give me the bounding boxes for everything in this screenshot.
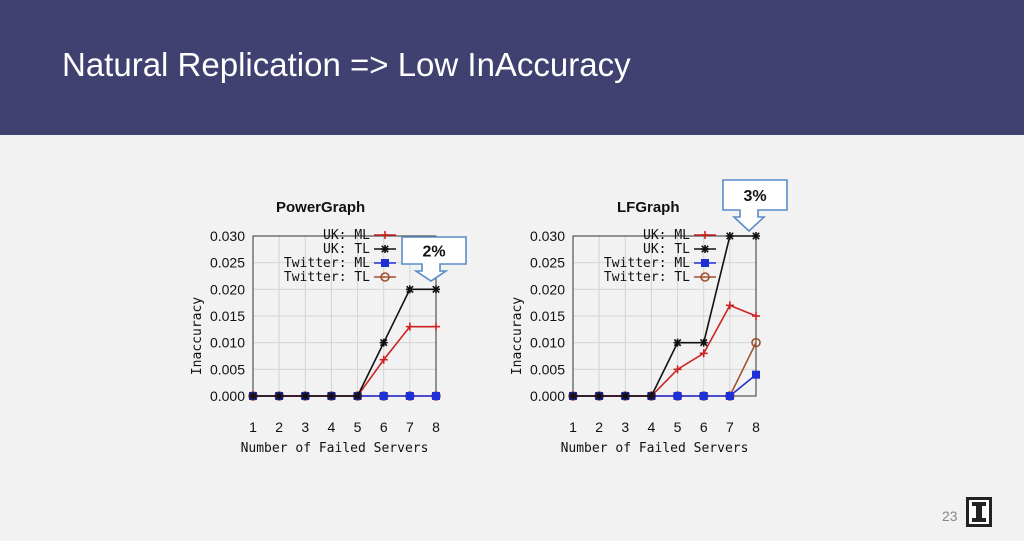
uk-tl-data-point (379, 338, 388, 347)
legend-label-twitter-ml: Twitter: ML (604, 256, 690, 271)
x-tick-label: 4 (648, 419, 656, 435)
uk-tl-series-line (253, 288, 436, 397)
twitter-ml-data-point (752, 370, 760, 379)
callout-label: 3% (743, 188, 766, 205)
legend-label-twitter-tl: Twitter: TL (604, 270, 690, 285)
twitter-ml-data-point (725, 392, 734, 400)
uk-ml-series-line (573, 304, 757, 397)
y-tick-label: 0.030 (530, 228, 565, 244)
legend-label-twitter-tl: Twitter: TL (284, 270, 370, 285)
uk-tl-data-point (432, 285, 440, 294)
uk-ml-data-point (379, 355, 388, 364)
legend-marker-uk-ml (381, 231, 389, 239)
x-axis-label: Number of Failed Servers (241, 441, 429, 456)
legend-label-uk-tl: UK: TL (323, 242, 370, 257)
y-axis-label: Inaccuracy (190, 297, 205, 375)
uk-tl-series-line (573, 235, 756, 397)
x-tick-label: 2 (595, 419, 603, 435)
twitter-ml-data-point (432, 392, 440, 400)
uk-tl-data-point (405, 285, 414, 294)
uk-tl-data-point (275, 392, 284, 400)
twitter-ml-data-point (699, 392, 708, 400)
y-tick-label: 0.005 (210, 361, 245, 377)
y-tick-label: 0.030 (210, 228, 245, 244)
chart-title-lfgraph: LFGraph (617, 199, 680, 216)
x-tick-label: 3 (301, 419, 309, 435)
callout-box (722, 179, 788, 233)
slide-header (0, 0, 1024, 135)
legend-marker-uk-ml (701, 231, 709, 239)
y-tick-label: 0.015 (530, 308, 565, 324)
y-tick-label: 0.005 (530, 361, 565, 377)
x-tick-label: 1 (249, 419, 257, 435)
legend-marker-twitter-ml (381, 259, 389, 267)
y-tick-label: 0.010 (530, 335, 565, 351)
callout-label: 2% (422, 244, 445, 261)
x-tick-label: 8 (752, 419, 760, 435)
x-tick-label: 3 (621, 419, 629, 435)
twitter-ml-data-point (673, 392, 682, 400)
y-axis-label: Inaccuracy (510, 297, 525, 375)
x-tick-label: 8 (432, 419, 440, 435)
twitter-ml-data-point (379, 392, 388, 400)
y-tick-label: 0.015 (210, 308, 245, 324)
university-logo-icon (966, 497, 992, 527)
uk-tl-data-point (595, 392, 604, 400)
x-tick-label: 2 (275, 419, 283, 435)
uk-ml-data-point (673, 365, 682, 374)
slide-title: Natural Replication => Low InAccuracy (62, 46, 631, 83)
page-number: 23 (942, 508, 958, 524)
y-tick-label: 0.020 (530, 281, 565, 297)
uk-tl-data-point (249, 392, 257, 400)
y-tick-label: 0.020 (210, 281, 245, 297)
twitter-tl-data-point (751, 337, 761, 348)
uk-ml-data-point (405, 322, 414, 331)
chart-title-powergraph: PowerGraph (276, 199, 366, 216)
uk-ml-data-point (699, 349, 708, 358)
uk-tl-data-point (301, 392, 310, 400)
uk-tl-data-point (725, 232, 734, 240)
y-tick-label: 0.025 (530, 255, 565, 271)
uk-tl-data-point (699, 338, 708, 347)
legend-label-twitter-ml: Twitter: ML (284, 256, 370, 271)
uk-tl-data-point (569, 392, 577, 400)
x-tick-label: 7 (406, 419, 414, 435)
x-tick-label: 5 (354, 419, 362, 435)
x-tick-label: 5 (674, 419, 682, 435)
x-tick-label: 6 (380, 419, 388, 435)
legend-marker-uk-tl (381, 245, 389, 253)
x-tick-label: 6 (700, 419, 708, 435)
uk-tl-data-point (327, 392, 336, 400)
uk-tl-data-point (621, 392, 630, 400)
x-tick-label: 7 (726, 419, 734, 435)
uk-tl-data-point (673, 338, 682, 347)
uk-ml-data-point (725, 301, 734, 310)
uk-tl-data-point (647, 392, 656, 400)
legend-marker-uk-tl (701, 245, 709, 253)
y-tick-label: 0.025 (210, 255, 245, 271)
uk-ml-data-point (432, 322, 440, 331)
uk-ml-data-point (752, 312, 760, 320)
legend-label-uk-ml: UK: ML (643, 228, 690, 243)
callout-box (401, 236, 467, 282)
legend-label-uk-ml: UK: ML (323, 228, 370, 243)
legend-marker-twitter-tl (380, 272, 390, 282)
y-tick-label: 0.000 (530, 388, 565, 404)
x-tick-label: 1 (569, 419, 577, 435)
y-tick-label: 0.000 (210, 388, 245, 404)
uk-tl-data-point (752, 232, 760, 240)
uk-tl-data-point (353, 392, 362, 400)
twitter-ml-data-point (405, 392, 414, 400)
legend-label-uk-tl: UK: TL (643, 242, 690, 257)
x-tick-label: 4 (328, 419, 336, 435)
legend-marker-twitter-ml (701, 259, 709, 267)
uk-ml-series-line (253, 325, 436, 397)
y-tick-label: 0.010 (210, 335, 245, 351)
x-axis-label: Number of Failed Servers (561, 441, 749, 456)
legend-marker-twitter-tl (700, 272, 710, 282)
